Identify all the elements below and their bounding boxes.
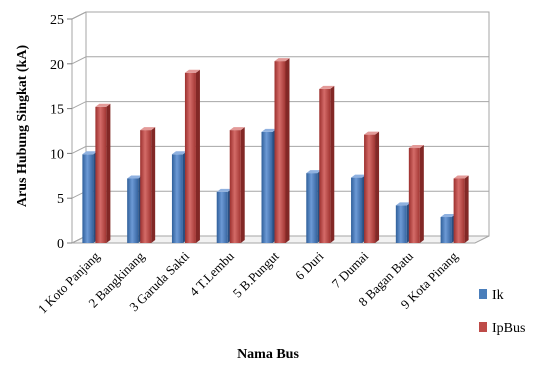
bar-front <box>395 205 407 243</box>
bar-front <box>216 191 228 243</box>
bar-front <box>171 154 183 243</box>
bar-front <box>319 88 331 243</box>
bar-side <box>330 85 335 243</box>
bar-side <box>464 175 469 243</box>
bar-top <box>82 151 98 155</box>
x-category-label: 4 T.Lembu <box>186 248 237 299</box>
bar-top <box>229 127 245 131</box>
x-category-label: 7 Dumai <box>329 248 372 291</box>
bar-top <box>440 214 456 218</box>
bar-side <box>419 145 424 243</box>
bar-top <box>395 202 411 206</box>
bar-ipbus-3 <box>184 69 200 243</box>
y-tick-label: 20 <box>50 58 64 73</box>
bar-top <box>351 174 367 178</box>
y-tick-label: 25 <box>50 13 64 28</box>
gridline <box>71 101 489 110</box>
bar-side <box>106 103 111 243</box>
bar-front <box>82 154 94 243</box>
bar-front <box>140 130 152 243</box>
bar-ik-5 <box>261 128 277 243</box>
legend-label-ik: Ik <box>492 288 504 303</box>
bar-top <box>274 58 290 62</box>
gridline <box>71 56 489 65</box>
bar-ik-2 <box>127 175 143 243</box>
bar-side <box>375 131 380 243</box>
legend: Ik IpBus <box>479 288 525 336</box>
bar-ipbus-7 <box>364 131 380 243</box>
bar-top <box>140 127 156 131</box>
bar-front <box>274 61 286 243</box>
bar-side <box>195 69 200 243</box>
bar-ipbus-2 <box>140 127 156 243</box>
bars <box>82 58 469 243</box>
bar-top <box>453 175 469 179</box>
bar-ik-4 <box>216 188 232 243</box>
bar-side <box>240 127 245 243</box>
bar-top <box>319 85 335 89</box>
y-axis-title: Arus Hubung Singkat (kA) <box>15 45 30 208</box>
bar-front <box>408 148 420 243</box>
y-tick-label: 15 <box>50 103 64 118</box>
y-tick-label: 5 <box>57 192 64 207</box>
bar-ipbus-9 <box>453 175 469 243</box>
bar-ipbus-1 <box>95 103 111 243</box>
bar-top <box>408 145 424 149</box>
bar-front <box>127 178 139 243</box>
bar-front <box>261 131 273 243</box>
x-axis-title: Nama Bus <box>237 347 299 362</box>
bar-ipbus-5 <box>274 58 290 243</box>
bar-ik-7 <box>351 174 367 243</box>
bar-top <box>184 69 200 73</box>
bar-ipbus-6 <box>319 85 335 243</box>
x-category-label: 6 Duri <box>292 248 327 283</box>
bar-front <box>229 130 241 243</box>
gridline <box>71 11 489 20</box>
bar-front <box>453 178 465 243</box>
y-axis-ticks: 0 5 10 15 20 25 <box>50 13 72 252</box>
legend-label-ipbus: IpBus <box>492 321 525 336</box>
legend-swatch-ik <box>479 289 487 299</box>
bar-top <box>364 131 380 135</box>
bar-ik-6 <box>306 170 322 243</box>
bar-front <box>351 177 363 243</box>
bar-top <box>127 175 143 179</box>
bar-front <box>440 217 452 243</box>
bar-top <box>171 151 187 155</box>
bar-top <box>95 103 111 107</box>
gridline <box>71 145 489 154</box>
bar-top <box>306 170 322 174</box>
bar-front <box>184 72 196 243</box>
bar-side <box>285 58 290 243</box>
bar-front <box>364 134 376 243</box>
bar-ik-1 <box>82 151 98 243</box>
x-category-label: 5 B.Pungut <box>230 248 282 300</box>
bar-side <box>151 127 156 243</box>
bar-front <box>95 106 107 243</box>
bar-ipbus-8 <box>408 145 424 243</box>
y-tick-label: 0 <box>57 237 64 252</box>
y-tick-label: 10 <box>50 147 64 162</box>
bar-top <box>261 128 277 132</box>
bar-ik-3 <box>171 151 187 243</box>
bar-front <box>306 173 318 243</box>
bar-top <box>216 188 232 192</box>
bar-ik-9 <box>440 214 456 243</box>
bar-ipbus-4 <box>229 127 245 243</box>
bar-ik-8 <box>395 202 411 243</box>
legend-swatch-ipbus <box>479 322 487 332</box>
